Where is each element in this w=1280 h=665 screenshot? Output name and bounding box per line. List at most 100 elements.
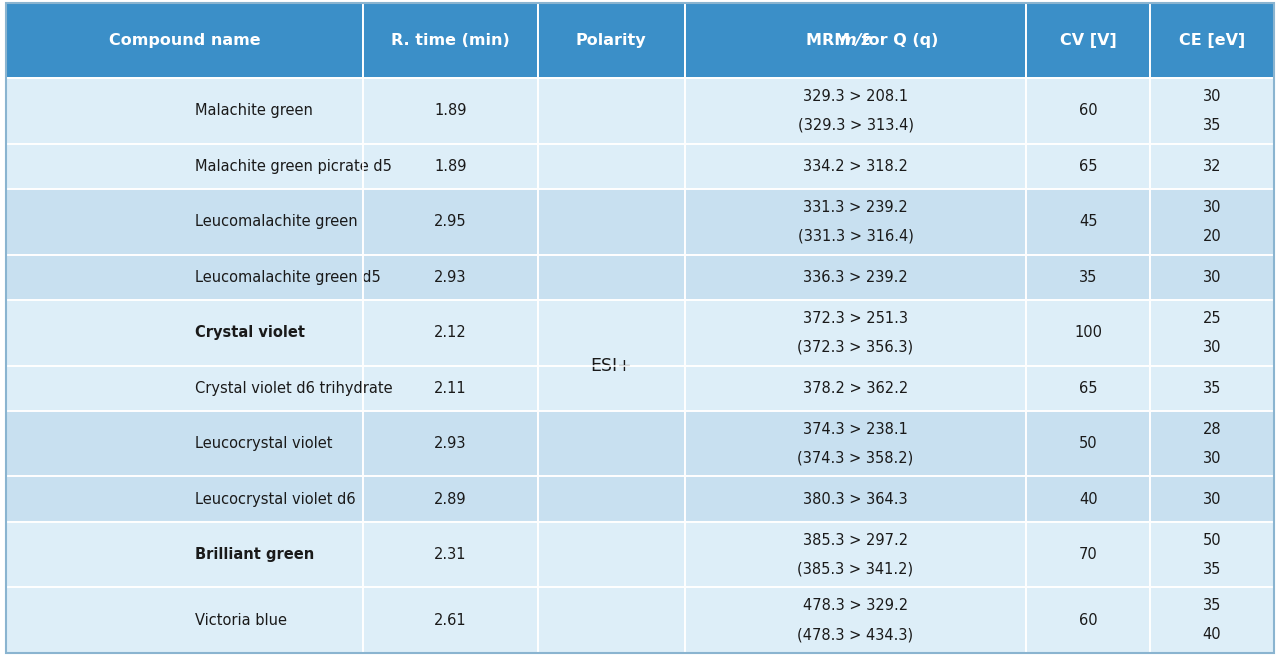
Text: R. time (min): R. time (min) (390, 33, 509, 48)
Text: 50: 50 (1202, 533, 1221, 547)
Text: 30: 30 (1203, 270, 1221, 285)
Bar (1027, 78, 1149, 144)
Text: Malachite green: Malachite green (195, 103, 312, 118)
Text: 2.95: 2.95 (434, 214, 467, 229)
Bar (685, 3, 1027, 78)
Text: Crystal violet d6 trihydrate: Crystal violet d6 trihydrate (195, 380, 393, 396)
Text: 2.11: 2.11 (434, 380, 467, 396)
Text: 60: 60 (1079, 612, 1097, 628)
Text: 35: 35 (1079, 270, 1097, 285)
Bar (6, 411, 362, 476)
Bar (6, 78, 362, 144)
Text: 2.89: 2.89 (434, 491, 467, 507)
Bar (1149, 189, 1274, 255)
Bar (1149, 255, 1274, 300)
Text: 30: 30 (1203, 340, 1221, 354)
Bar (1027, 411, 1149, 476)
Text: Victoria blue: Victoria blue (195, 612, 287, 628)
Bar (1027, 144, 1149, 189)
Bar (6, 255, 362, 300)
Bar (1149, 522, 1274, 587)
Text: 372.3 > 251.3: 372.3 > 251.3 (803, 311, 908, 326)
Text: 2.61: 2.61 (434, 612, 467, 628)
Text: 30: 30 (1203, 200, 1221, 215)
Text: 374.3 > 238.1: 374.3 > 238.1 (803, 422, 908, 437)
Text: Leucomalachite green: Leucomalachite green (195, 214, 357, 229)
Bar (1027, 587, 1149, 653)
Text: 2.31: 2.31 (434, 547, 467, 562)
Bar (1149, 3, 1274, 78)
Bar (6, 3, 362, 78)
Bar (538, 587, 685, 653)
Bar (362, 3, 538, 78)
Text: 70: 70 (1079, 547, 1098, 562)
Text: 380.3 > 364.3: 380.3 > 364.3 (803, 491, 908, 507)
Bar (6, 522, 362, 587)
Bar (538, 3, 685, 78)
Bar (685, 476, 1027, 522)
Bar (538, 255, 685, 300)
Text: 478.3 > 329.2: 478.3 > 329.2 (803, 598, 908, 613)
Bar (1149, 476, 1274, 522)
Text: 50: 50 (1079, 436, 1097, 451)
Bar (1149, 78, 1274, 144)
Text: CV [V]: CV [V] (1060, 33, 1116, 48)
Bar (1027, 476, 1149, 522)
Text: 35: 35 (1203, 598, 1221, 613)
Bar (6, 476, 362, 522)
Text: 35: 35 (1203, 118, 1221, 133)
Text: 2.93: 2.93 (434, 436, 467, 451)
Text: Brilliant green: Brilliant green (195, 547, 314, 562)
Text: Leucocrystal violet: Leucocrystal violet (195, 436, 333, 451)
Text: MRM: MRM (805, 33, 855, 48)
Bar (538, 144, 685, 189)
Text: 2.12: 2.12 (434, 325, 467, 340)
Text: (374.3 > 358.2): (374.3 > 358.2) (797, 451, 914, 465)
Bar (538, 476, 685, 522)
Text: 65: 65 (1079, 380, 1097, 396)
Text: 329.3 > 208.1: 329.3 > 208.1 (803, 89, 908, 104)
Text: 1.89: 1.89 (434, 159, 467, 174)
Bar (1149, 587, 1274, 653)
Bar (362, 587, 538, 653)
Bar (685, 78, 1027, 144)
Bar (685, 189, 1027, 255)
Bar (1027, 366, 1149, 411)
Text: 336.3 > 239.2: 336.3 > 239.2 (803, 270, 908, 285)
Bar (362, 189, 538, 255)
Text: 40: 40 (1079, 491, 1097, 507)
Text: 334.2 > 318.2: 334.2 > 318.2 (803, 159, 908, 174)
Text: for Q (q): for Q (q) (855, 33, 938, 48)
Bar (6, 144, 362, 189)
Text: Leucomalachite green d5: Leucomalachite green d5 (195, 270, 380, 285)
Bar (362, 78, 538, 144)
Text: 2.93: 2.93 (434, 270, 467, 285)
Text: Malachite green picrate d5: Malachite green picrate d5 (195, 159, 392, 174)
Text: 100: 100 (1074, 325, 1102, 340)
Text: Compound name: Compound name (109, 33, 260, 48)
Text: 40: 40 (1202, 627, 1221, 642)
Bar (362, 411, 538, 476)
Bar (1027, 300, 1149, 366)
Text: (331.3 > 316.4): (331.3 > 316.4) (797, 229, 914, 244)
Text: 30: 30 (1203, 491, 1221, 507)
Bar (538, 189, 685, 255)
Bar (1027, 3, 1149, 78)
Bar (6, 366, 362, 411)
Bar (538, 300, 685, 366)
Text: Polarity: Polarity (576, 33, 646, 48)
Bar (538, 366, 685, 411)
Bar (685, 411, 1027, 476)
Text: Crystal violet: Crystal violet (195, 325, 305, 340)
Bar (538, 411, 685, 476)
Bar (362, 476, 538, 522)
Bar (685, 144, 1027, 189)
Bar (362, 144, 538, 189)
Text: (329.3 > 313.4): (329.3 > 313.4) (797, 118, 914, 133)
Bar (538, 522, 685, 587)
Text: 25: 25 (1202, 311, 1221, 326)
Text: 28: 28 (1202, 422, 1221, 437)
Text: Leucocrystal violet d6: Leucocrystal violet d6 (195, 491, 356, 507)
Text: 331.3 > 239.2: 331.3 > 239.2 (803, 200, 908, 215)
Bar (362, 255, 538, 300)
